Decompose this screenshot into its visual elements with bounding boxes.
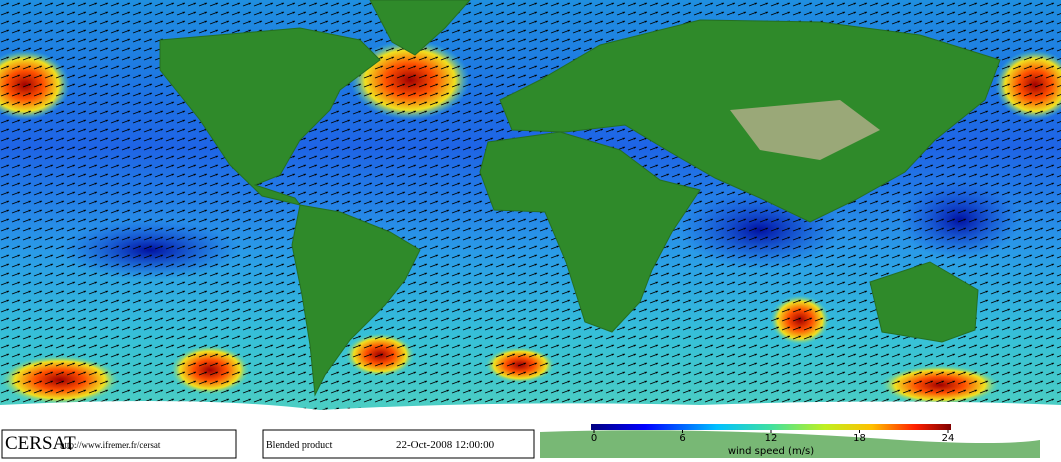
antarctica (0, 401, 1061, 420)
colorbar: wind speed (m/s) 0 6 12 18 24 (591, 424, 955, 457)
land (159, 0, 1001, 397)
colorbar-tick-label: 12 (765, 433, 778, 444)
product-box: Blended product 22-Oct-2008 12:00:00 (262, 429, 535, 459)
colorbar-tick-label: 18 (853, 433, 866, 444)
colorbar-tick-label: 24 (942, 433, 955, 444)
logo-box: CERSAT http://www.ifremer.fr/cersat (1, 429, 237, 459)
box (1, 429, 237, 459)
colorbar-ramp (591, 424, 951, 430)
box (262, 429, 535, 459)
colorbar-label: wind speed (m/s) (728, 446, 814, 457)
date: 22-Oct-2008 12:00:00 (396, 439, 495, 451)
url: http://www.ifremer.fr/cersat (60, 440, 161, 450)
colorbar-tick-label: 6 (679, 433, 685, 444)
product: Blended product (266, 440, 333, 451)
antarctica-coast (540, 430, 1040, 458)
map (0, 0, 1061, 420)
logo: CERSAT (5, 433, 76, 454)
colorbar-tick-label: 0 (591, 433, 597, 444)
